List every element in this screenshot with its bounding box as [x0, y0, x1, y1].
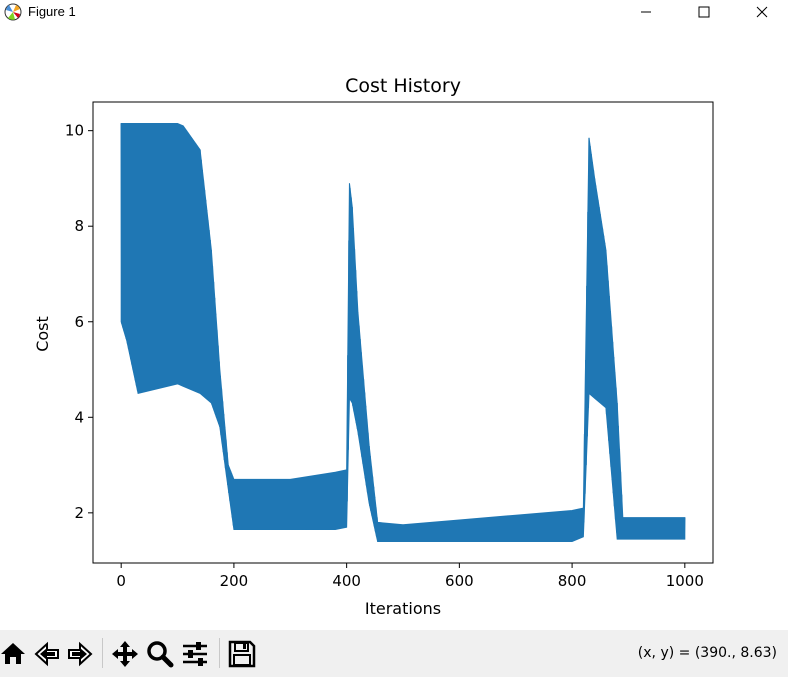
close-icon	[756, 6, 768, 18]
zoom-button[interactable]	[146, 639, 174, 669]
y-tick-label: 10	[65, 122, 84, 140]
window-title: Figure 1	[28, 4, 76, 19]
toolbar-separator	[219, 638, 220, 668]
y-axis-label: Cost	[33, 316, 52, 352]
back-button[interactable]	[33, 639, 61, 669]
navigation-toolbar: (x, y) = (390., 8.63)	[0, 630, 788, 677]
pan-icon	[112, 641, 138, 667]
x-tick-label: 0	[116, 572, 126, 590]
x-tick-label: 1000	[666, 572, 704, 590]
save-button[interactable]	[228, 639, 256, 669]
back-icon	[34, 641, 59, 667]
chart-title: Cost History	[345, 75, 461, 97]
cost-history-chart[interactable]: 0 200 400 600 800 1000 2 4 6 8 10 Cost History It…	[0, 24, 788, 630]
home-button[interactable]	[0, 639, 28, 669]
plot-frame	[92, 101, 714, 564]
toolbar-separator	[102, 638, 103, 668]
zoom-icon	[147, 641, 174, 668]
x-tick-label: 400	[332, 572, 361, 590]
x-tick-label: 600	[445, 572, 474, 590]
matplotlib-logo-icon	[4, 3, 22, 21]
x-tick-label: 800	[558, 572, 587, 590]
home-icon	[1, 643, 25, 664]
y-tick-label: 8	[74, 217, 84, 235]
minimize-icon	[641, 11, 651, 13]
y-tick-label: 4	[74, 408, 84, 426]
configure-subplots-button[interactable]	[181, 639, 209, 669]
pan-button[interactable]	[111, 639, 139, 669]
cost-series-line	[120, 123, 686, 542]
cursor-coordinates: (x, y) = (390., 8.63)	[637, 645, 777, 661]
y-tick-label: 6	[74, 313, 84, 331]
close-button[interactable]	[742, 0, 782, 24]
y-tick-label: 2	[74, 504, 84, 522]
forward-button[interactable]	[66, 639, 94, 669]
forward-icon	[68, 641, 93, 667]
x-tick-label: 200	[220, 572, 249, 590]
minimize-button[interactable]	[626, 0, 666, 24]
save-icon	[228, 640, 256, 668]
maximize-button[interactable]	[684, 0, 724, 24]
x-axis-label: Iterations	[365, 599, 441, 618]
title-bar: Figure 1	[0, 0, 788, 24]
configure-subplots-icon	[183, 642, 207, 666]
figure-canvas[interactable]: 0 200 400 600 800 1000 2 4 6 8 10 Cost History It…	[0, 24, 788, 630]
maximize-icon	[698, 6, 710, 18]
